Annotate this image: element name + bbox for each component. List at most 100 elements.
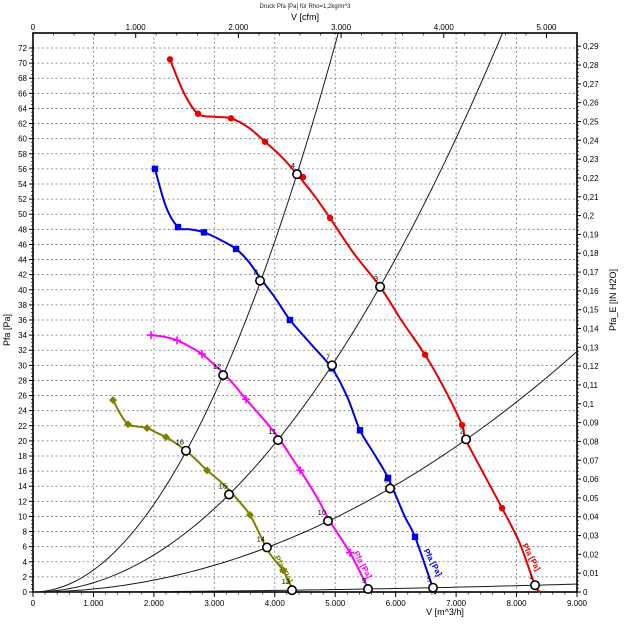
- left-tick-label: 16: [18, 467, 27, 476]
- system-curve-4: [32, 583, 578, 593]
- fan-curve-red-marker: [421, 351, 429, 358]
- right-tick-label: 0,26: [583, 99, 599, 108]
- right-tick-label: 0,01: [583, 569, 599, 578]
- operating-point-label: 4: [291, 161, 295, 170]
- left-tick-label: 40: [18, 286, 27, 295]
- left-axis-title: Pfa [Pa]: [2, 314, 12, 346]
- right-tick-label: 0,22: [583, 174, 599, 183]
- fan-curve-blue-marker: [151, 165, 159, 173]
- right-tick-label: 0,28: [583, 61, 599, 70]
- operating-point-9[interactable]: [363, 583, 374, 594]
- left-tick-label: 56: [18, 165, 27, 174]
- operating-point-label: 15: [219, 482, 227, 491]
- grid: [33, 33, 577, 592]
- bottom-tick-label: 8.000: [507, 599, 528, 608]
- operating-points: 4 3 2 1 8 7 6 5 12 11 10 9 16 15 14 13: [176, 161, 541, 596]
- operating-point-label: 11: [268, 427, 276, 436]
- operating-point-1[interactable]: [530, 580, 541, 591]
- left-tick-label: 70: [18, 59, 27, 68]
- right-tick-label: 0,18: [583, 249, 599, 258]
- left-tick-label: 50: [18, 210, 27, 219]
- left-tick-label: 30: [18, 361, 27, 370]
- operating-point-7[interactable]: [327, 360, 338, 371]
- left-tick-label: 8: [23, 528, 28, 537]
- fan-curve-olive-marker: [203, 466, 211, 475]
- fan-curve-red-line[interactable]: [169, 58, 542, 593]
- operating-point-label: 10: [318, 508, 326, 517]
- top-tick-label: 1.000: [126, 23, 147, 32]
- right-tick-label: 0,16: [583, 287, 599, 296]
- fan-curve-blue-line[interactable]: [154, 168, 437, 595]
- left-tick-label: 44: [18, 256, 27, 265]
- operating-point-label: 12: [213, 362, 221, 371]
- top-tick-label: 2.000: [228, 23, 249, 32]
- fan-curve-red-marker: [227, 115, 235, 122]
- fan-curve-blue-marker: [411, 533, 419, 541]
- left-tick-label: 18: [18, 452, 27, 461]
- fan-curve-blue-marker: [286, 316, 294, 324]
- top-tick-label: 5.000: [536, 23, 557, 32]
- bottom-tick-label: 1.000: [83, 599, 104, 608]
- top-tick-label: 4.000: [434, 23, 455, 32]
- fan-curve-olive-marker: [143, 424, 151, 433]
- fan-curve-red-marker: [194, 110, 202, 117]
- right-tick-label: 0,1: [583, 400, 595, 409]
- operating-point-10[interactable]: [323, 515, 334, 526]
- operating-point-label: 7: [326, 352, 330, 361]
- fan-curve-magenta-marker: [198, 350, 207, 358]
- left-tick-label: 28: [18, 376, 27, 385]
- operating-point-label: 1: [529, 572, 533, 581]
- right-tick-label: 0,05: [583, 494, 599, 503]
- fan-curve-blue: Pfa [Pa]: [151, 165, 444, 595]
- left-tick-label: 22: [18, 422, 27, 431]
- right-tick-label: 0,09: [583, 419, 599, 428]
- left-tick-label: 36: [18, 316, 27, 325]
- plot-border: [32, 32, 578, 593]
- operating-point-5[interactable]: [428, 582, 439, 593]
- right-tick-label: 0,03: [583, 532, 599, 541]
- right-tick-label: 0,15: [583, 306, 599, 315]
- top-axis-title: V [cfm]: [291, 12, 319, 22]
- system-curve-3: [32, 351, 578, 593]
- left-tick-label: 38: [18, 301, 27, 310]
- bottom-tick-label: 6.000: [386, 599, 407, 608]
- fan-curve-red-label: Pfa [Pa]: [520, 542, 542, 573]
- operating-point-15[interactable]: [224, 489, 235, 500]
- operating-point-4[interactable]: [292, 169, 303, 180]
- right-tick-label: 0,25: [583, 117, 599, 126]
- operating-point-label: 5: [427, 575, 431, 584]
- operating-point-2[interactable]: [461, 434, 472, 445]
- operating-point-16[interactable]: [180, 445, 191, 456]
- left-tick-label: 24: [18, 407, 27, 416]
- left-tick-label: 48: [18, 225, 27, 234]
- operating-point-3[interactable]: [375, 281, 386, 292]
- fan-curve-red-marker: [166, 56, 174, 63]
- right-tick-label: 0,02: [583, 550, 599, 559]
- operating-point-label: 2: [460, 426, 464, 435]
- operating-point-6[interactable]: [385, 483, 396, 494]
- fan-curve-red-marker: [498, 504, 506, 512]
- left-tick-label: 32: [18, 346, 27, 355]
- operating-point-13[interactable]: [287, 585, 298, 596]
- top-tick-label: 3.000: [331, 23, 352, 32]
- operating-point-label: 16: [176, 438, 184, 447]
- chart-title: Druck Pfa [Pa] für Rho=1,2kg/m^3: [259, 4, 351, 10]
- right-tick-label: 0,17: [583, 268, 599, 277]
- fan-curve-blue-marker: [356, 427, 364, 434]
- fan-curve-magenta-line[interactable]: [150, 334, 371, 593]
- operating-point-14[interactable]: [261, 542, 272, 553]
- right-tick-label: 0,04: [583, 513, 599, 522]
- fan-curve-blue-marker: [200, 229, 208, 236]
- right-tick-label: 0,13: [583, 343, 599, 352]
- fan-curve-blue-marker: [174, 223, 182, 231]
- left-tick-label: 52: [18, 195, 27, 204]
- bottom-axis-title: V [m^3/h]: [426, 607, 464, 617]
- operating-point-8[interactable]: [255, 275, 266, 286]
- left-tick-label: 60: [18, 135, 27, 144]
- plot-frame: [32, 32, 578, 593]
- bottom-tick-label: 7.000: [446, 599, 467, 608]
- operating-point-11[interactable]: [273, 435, 284, 446]
- right-tick-label: 0,14: [583, 325, 599, 334]
- operating-point-12[interactable]: [218, 370, 229, 381]
- left-tick-label: 54: [18, 180, 27, 189]
